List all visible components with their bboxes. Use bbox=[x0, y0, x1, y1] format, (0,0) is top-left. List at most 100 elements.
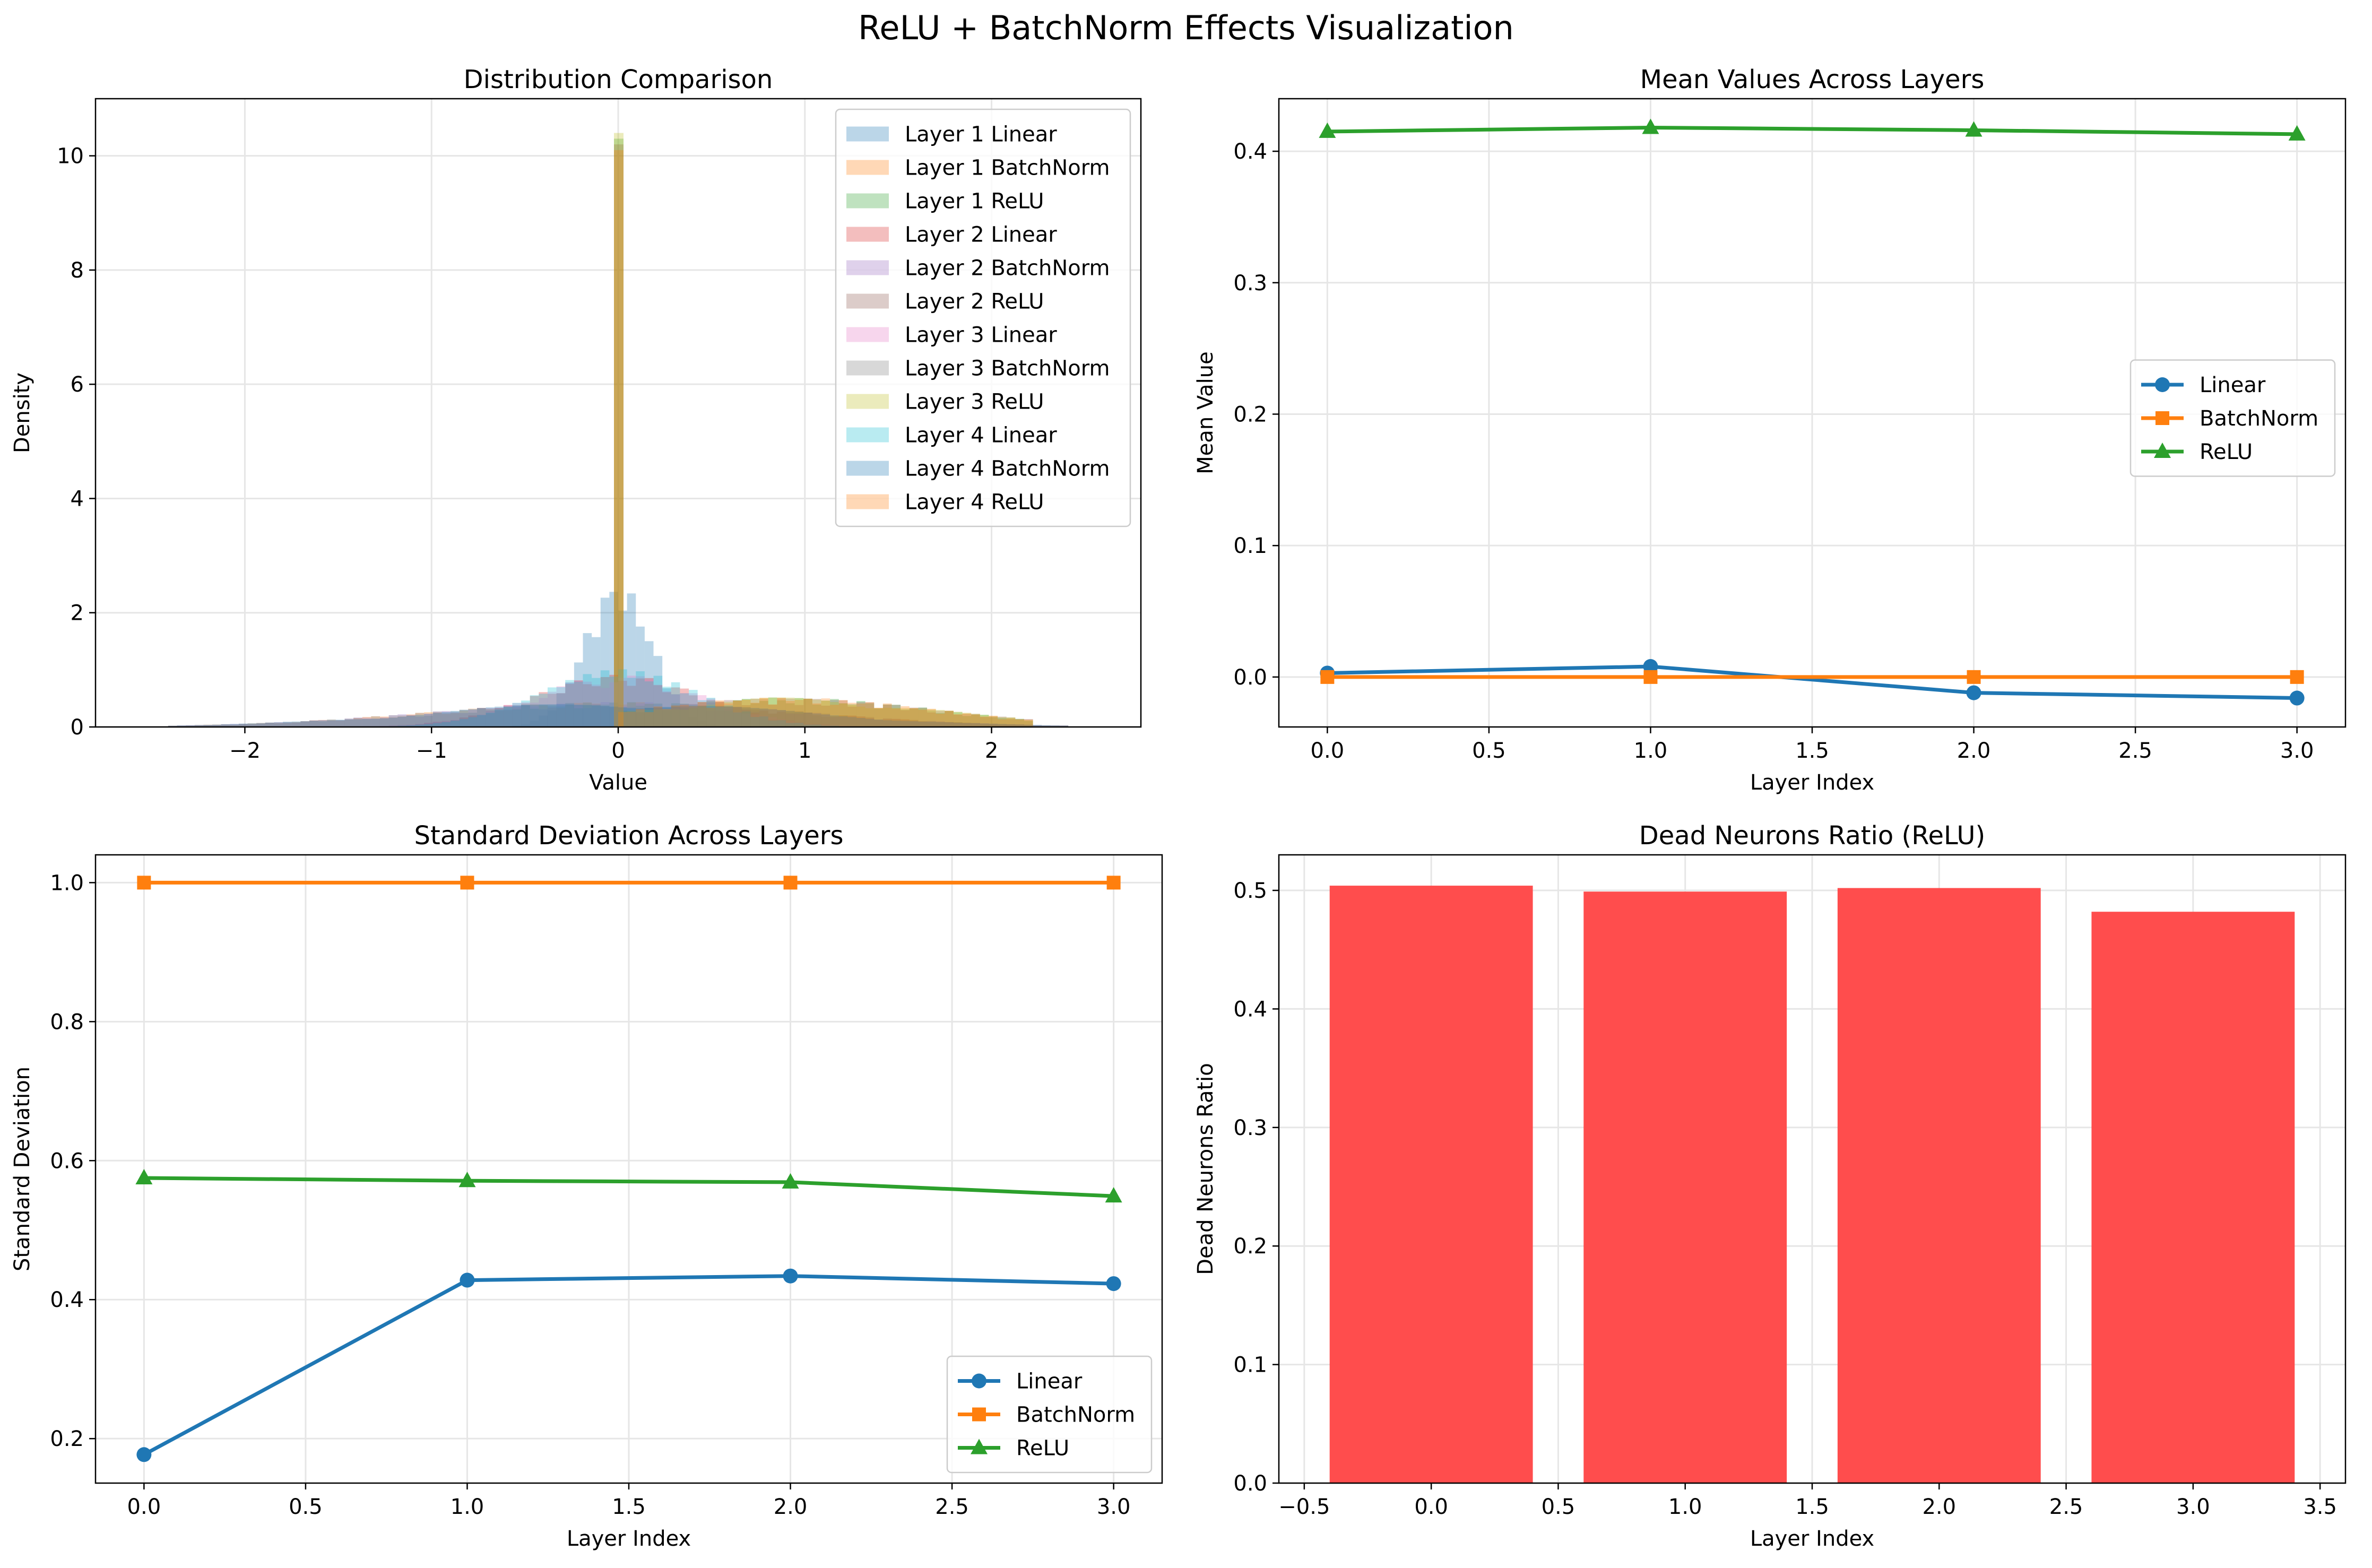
histogram-bar bbox=[627, 702, 636, 727]
histogram-bar bbox=[741, 710, 751, 727]
histogram-bar bbox=[662, 691, 671, 727]
histogram-bar bbox=[715, 707, 724, 727]
legend-label: Linear bbox=[1016, 1370, 1083, 1394]
histogram-bar bbox=[424, 723, 433, 727]
histogram-bar bbox=[397, 725, 406, 727]
ticks: 0.0 0.5 1.0 1.5 2.0 2.5 3.0 0.2 0.4 0.6 0.8 1.0 bbox=[50, 871, 1130, 1519]
histogram-bar bbox=[327, 720, 336, 727]
histogram-bar bbox=[1033, 725, 1042, 727]
histogram-bar bbox=[759, 699, 768, 727]
histogram-bar bbox=[680, 709, 689, 727]
histogram-bar bbox=[627, 686, 636, 727]
histogram-bar bbox=[680, 708, 689, 727]
histogram-bar bbox=[689, 707, 698, 727]
histogram-bar bbox=[838, 700, 848, 727]
histogram-bar bbox=[459, 709, 469, 727]
histogram-bar bbox=[759, 698, 768, 727]
y-axis-label: Dead Neurons Ratio bbox=[1193, 1063, 1218, 1275]
histogram-bar bbox=[945, 722, 954, 727]
histogram-bar bbox=[671, 705, 680, 727]
histogram-bar bbox=[362, 718, 371, 727]
histogram-bar bbox=[636, 678, 645, 727]
histogram-bar bbox=[194, 725, 204, 727]
histogram-bar bbox=[785, 698, 795, 727]
histogram-bar bbox=[477, 708, 486, 727]
histogram-bar bbox=[706, 700, 715, 727]
x-tick-label: 2.5 bbox=[2118, 739, 2152, 763]
histogram-bar bbox=[785, 723, 795, 727]
histogram-bar bbox=[592, 704, 601, 727]
legend: Linear BatchNorm ReLU bbox=[2129, 359, 2336, 477]
legend-item-linear: Linear bbox=[2141, 373, 2266, 397]
series-batchnorm bbox=[137, 876, 1121, 890]
histogram-bar bbox=[432, 722, 442, 727]
histogram-bar bbox=[644, 707, 654, 727]
histogram-bar bbox=[468, 708, 477, 727]
histogram-bar bbox=[662, 709, 671, 727]
histogram-bar bbox=[847, 716, 857, 727]
histogram-bar bbox=[689, 717, 698, 727]
legend-label: Layer 3 ReLU bbox=[905, 390, 1044, 414]
histogram-bar bbox=[794, 698, 804, 727]
histogram-bar bbox=[574, 681, 583, 727]
histogram-bar bbox=[530, 704, 539, 727]
histogram-bar bbox=[830, 717, 839, 727]
histogram-bar bbox=[512, 709, 522, 727]
histogram-bar bbox=[803, 698, 812, 727]
histogram-bar bbox=[945, 711, 954, 727]
histogram-bar bbox=[1024, 721, 1033, 727]
histogram-bar bbox=[221, 724, 230, 727]
histogram-bar bbox=[909, 707, 919, 727]
y-tick-label: 0.2 bbox=[50, 1427, 84, 1451]
histogram-bar bbox=[671, 705, 680, 727]
histogram-bar bbox=[495, 708, 504, 727]
x-tick-label: 2.0 bbox=[774, 1495, 808, 1519]
histogram-bar bbox=[662, 710, 671, 727]
histogram-bar bbox=[768, 705, 777, 727]
histogram-bar bbox=[1050, 725, 1060, 727]
x-tick-label: 0.0 bbox=[1414, 1495, 1448, 1519]
histogram-bar bbox=[680, 705, 689, 727]
histogram-bar bbox=[856, 702, 865, 727]
histogram-bar bbox=[230, 724, 239, 727]
histogram-bar bbox=[909, 720, 919, 727]
histogram-bar bbox=[636, 626, 645, 727]
histogram-bar bbox=[539, 704, 548, 727]
histogram-bar bbox=[962, 723, 972, 727]
legend-label: BatchNorm bbox=[1016, 1403, 1135, 1427]
histogram-bar bbox=[1042, 725, 1051, 727]
histogram-bar bbox=[565, 703, 574, 727]
histogram-bar bbox=[882, 719, 892, 727]
histogram-bar bbox=[759, 709, 768, 727]
histogram-bar bbox=[909, 708, 919, 727]
histogram-bar bbox=[583, 702, 592, 727]
histogram-bar bbox=[495, 709, 504, 727]
legend-swatch bbox=[846, 260, 889, 275]
histogram-bar bbox=[891, 707, 901, 727]
histogram-bar bbox=[918, 707, 928, 727]
histogram-bar bbox=[1006, 724, 1016, 727]
histogram-bar bbox=[530, 696, 539, 727]
histogram-bar bbox=[300, 721, 309, 727]
histogram-bar bbox=[653, 706, 663, 727]
histogram-series-layer-1-batchnorm bbox=[168, 702, 1069, 727]
histogram-bar bbox=[689, 706, 698, 727]
histogram-bar bbox=[953, 722, 963, 727]
histogram-bar bbox=[777, 700, 786, 727]
y-tick-label: 0.2 bbox=[1233, 1234, 1267, 1259]
x-tick-label: 1.5 bbox=[1795, 1495, 1829, 1519]
histogram-bar bbox=[1015, 724, 1024, 727]
histogram-bar bbox=[812, 724, 821, 727]
histogram-bar bbox=[812, 715, 821, 727]
histogram-bar bbox=[1033, 725, 1042, 727]
histogram-bar bbox=[803, 698, 812, 727]
histogram-bar bbox=[495, 708, 504, 727]
histogram-bar bbox=[397, 716, 406, 727]
y-tick-label: 0.1 bbox=[1233, 534, 1267, 558]
legend-swatch bbox=[846, 126, 889, 142]
histogram-bar bbox=[980, 715, 989, 727]
histogram-bar bbox=[291, 722, 301, 727]
histogram-bar bbox=[556, 708, 566, 727]
histogram-bar bbox=[962, 716, 972, 727]
legend-marker bbox=[2154, 443, 2171, 458]
